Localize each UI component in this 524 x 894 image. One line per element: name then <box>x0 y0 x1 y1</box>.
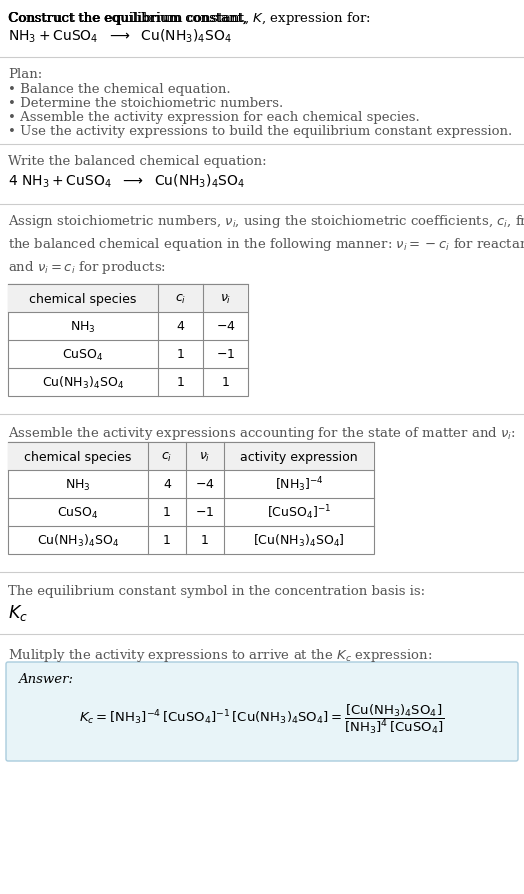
Text: $-1$: $-1$ <box>195 506 215 519</box>
Text: • Use the activity expressions to build the equilibrium constant expression.: • Use the activity expressions to build … <box>8 125 512 138</box>
Text: $\mathrm{CuSO_4}$: $\mathrm{CuSO_4}$ <box>62 347 104 362</box>
Bar <box>8 443 374 554</box>
Text: Assign stoichiometric numbers, $\nu_i$, using the stoichiometric coefficients, $: Assign stoichiometric numbers, $\nu_i$, … <box>8 213 524 275</box>
Text: Construct the equilibrium constant, $K$, expression for:: Construct the equilibrium constant, $K$,… <box>8 10 370 27</box>
Text: 1: 1 <box>177 376 184 389</box>
Text: $K_c$: $K_c$ <box>8 603 28 622</box>
FancyBboxPatch shape <box>6 662 518 761</box>
Text: 4: 4 <box>163 478 171 491</box>
Text: $\nu_i$: $\nu_i$ <box>199 450 211 463</box>
Text: chemical species: chemical species <box>29 292 137 305</box>
Text: $[\mathrm{Cu(NH_3)_4SO_4}]$: $[\mathrm{Cu(NH_3)_4SO_4}]$ <box>253 532 345 548</box>
Bar <box>8 443 374 470</box>
Text: Assemble the activity expressions accounting for the state of matter and $\nu_i$: Assemble the activity expressions accoun… <box>8 425 516 442</box>
Text: • Determine the stoichiometric numbers.: • Determine the stoichiometric numbers. <box>8 97 283 110</box>
Text: $-1$: $-1$ <box>216 348 235 361</box>
Text: $K_c = [\mathrm{NH_3}]^{-4}\,[\mathrm{CuSO_4}]^{-1}\,[\mathrm{Cu(NH_3)_4SO_4}] =: $K_c = [\mathrm{NH_3}]^{-4}\,[\mathrm{Cu… <box>79 702 445 735</box>
Text: $\mathrm{4\ NH_3 + CuSO_4 \ \ \longrightarrow \ \ Cu(NH_3)_4SO_4}$: $\mathrm{4\ NH_3 + CuSO_4 \ \ \longright… <box>8 173 245 190</box>
Text: $\nu_i$: $\nu_i$ <box>220 292 231 305</box>
Text: Write the balanced chemical equation:: Write the balanced chemical equation: <box>8 155 267 168</box>
Text: $\mathrm{NH_3}$: $\mathrm{NH_3}$ <box>70 319 96 334</box>
Text: The equilibrium constant symbol in the concentration basis is:: The equilibrium constant symbol in the c… <box>8 585 425 597</box>
Text: $\mathrm{CuSO_4}$: $\mathrm{CuSO_4}$ <box>57 505 99 520</box>
Text: 1: 1 <box>163 534 171 547</box>
Text: 1: 1 <box>201 534 209 547</box>
Text: • Balance the chemical equation.: • Balance the chemical equation. <box>8 83 231 96</box>
Text: Answer:: Answer: <box>18 672 73 685</box>
Text: chemical species: chemical species <box>24 450 132 463</box>
Text: 1: 1 <box>177 348 184 361</box>
Text: $[\mathrm{CuSO_4}]^{-1}$: $[\mathrm{CuSO_4}]^{-1}$ <box>267 503 331 522</box>
Text: 4: 4 <box>177 320 184 333</box>
Text: $-4$: $-4$ <box>216 320 235 333</box>
Text: • Assemble the activity expression for each chemical species.: • Assemble the activity expression for e… <box>8 111 420 124</box>
Text: $-4$: $-4$ <box>195 478 215 491</box>
Text: 1: 1 <box>222 376 230 389</box>
Text: $\mathrm{NH_3 + CuSO_4 \ \ \longrightarrow \ \ Cu(NH_3)_4SO_4}$: $\mathrm{NH_3 + CuSO_4 \ \ \longrightarr… <box>8 28 232 46</box>
Bar <box>8 284 248 313</box>
Text: $c_i$: $c_i$ <box>175 292 186 305</box>
Text: activity expression: activity expression <box>240 450 358 463</box>
Text: $c_i$: $c_i$ <box>161 450 172 463</box>
Text: $\mathrm{Cu(NH_3)_4SO_4}$: $\mathrm{Cu(NH_3)_4SO_4}$ <box>42 375 124 391</box>
Text: $[\mathrm{NH_3}]^{-4}$: $[\mathrm{NH_3}]^{-4}$ <box>275 475 323 493</box>
Text: Plan:: Plan: <box>8 68 42 81</box>
Text: $\mathrm{Cu(NH_3)_4SO_4}$: $\mathrm{Cu(NH_3)_4SO_4}$ <box>37 532 119 548</box>
Text: Construct the equilibrium constant,: Construct the equilibrium constant, <box>8 12 251 25</box>
Bar <box>8 284 248 397</box>
Text: $\mathrm{NH_3}$: $\mathrm{NH_3}$ <box>65 477 91 492</box>
Text: Mulitply the activity expressions to arrive at the $K_c$ expression:: Mulitply the activity expressions to arr… <box>8 646 432 663</box>
Text: 1: 1 <box>163 506 171 519</box>
Text: Construct the equilibrium constant,: Construct the equilibrium constant, <box>8 12 251 25</box>
